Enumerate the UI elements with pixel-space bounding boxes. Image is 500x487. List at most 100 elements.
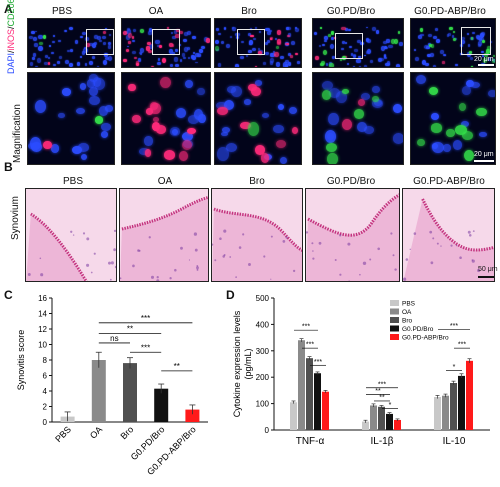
- tissue-nucleus: [413, 232, 417, 235]
- tissue-nucleus: [116, 253, 117, 255]
- tissue-region: [212, 209, 302, 281]
- cell-nucleus: [215, 46, 220, 51]
- cell-nucleus: [172, 51, 175, 55]
- cell-nucleus: [57, 61, 61, 64]
- cell-nucleus: [363, 54, 366, 57]
- cell-nucleus: [342, 88, 349, 94]
- tissue-region: [306, 195, 399, 281]
- cell-nucleus: [420, 33, 424, 37]
- tissue-nucleus: [150, 275, 155, 279]
- cell-nucleus: [254, 26, 258, 30]
- cell-nucleus: [103, 42, 106, 46]
- cell-nucleus: [265, 51, 269, 55]
- cell-nucleus: [100, 123, 112, 132]
- cell-nucleus: [469, 57, 473, 61]
- cell-nucleus: [152, 117, 159, 122]
- cell-nucleus: [459, 102, 467, 111]
- x-tick-label: IL-10: [443, 436, 466, 447]
- cell-nucleus: [32, 52, 37, 57]
- cell-nucleus: [366, 26, 369, 29]
- bar-g0-pd-abp-bro: [466, 360, 473, 430]
- tissue-nucleus: [93, 252, 96, 255]
- cell-nucleus: [221, 131, 229, 137]
- cell-nucleus: [253, 37, 256, 40]
- tissue-nucleus: [270, 278, 272, 280]
- cell-nucleus: [344, 42, 347, 45]
- cell-nucleus: [216, 106, 229, 116]
- tissue-nucleus: [359, 273, 361, 276]
- cell-nucleus: [322, 50, 328, 56]
- tissue-nucleus: [263, 255, 266, 258]
- cell-nucleus: [265, 27, 270, 32]
- cell-nucleus: [173, 30, 178, 35]
- fluo-top-micrograph-1: [121, 18, 211, 68]
- cell-nucleus: [109, 34, 112, 37]
- cell-nucleus: [276, 140, 287, 149]
- cell-nucleus: [341, 56, 346, 60]
- cell-nucleus: [171, 44, 175, 47]
- cell-nucleus: [244, 99, 252, 105]
- cell-nucleus: [386, 39, 390, 43]
- cell-nucleus: [328, 34, 331, 37]
- cell-nucleus: [215, 28, 220, 32]
- he-col-label-oa: OA: [157, 176, 173, 187]
- cell-nucleus: [426, 45, 431, 50]
- legend-label: Bro: [402, 318, 413, 325]
- bar-g0-pd-abp-bro: [394, 419, 401, 430]
- cell-nucleus: [94, 116, 104, 124]
- cell-nucleus: [123, 58, 127, 63]
- cell-nucleus: [448, 32, 451, 36]
- tissue-nucleus: [235, 276, 237, 278]
- cell-nucleus: [325, 143, 338, 153]
- cell-nucleus: [126, 48, 130, 52]
- cell-nucleus: [341, 27, 346, 31]
- cell-nucleus: [269, 53, 273, 57]
- cell-nucleus: [175, 34, 180, 39]
- tissue-nucleus: [471, 259, 474, 261]
- he-col-label-g0pd: G0.PD/Bro: [326, 176, 376, 187]
- tissue-nucleus: [248, 263, 251, 266]
- cell-nucleus: [477, 41, 482, 46]
- cell-nucleus: [286, 42, 289, 45]
- cell-nucleus: [101, 131, 109, 139]
- tissue-nucleus: [86, 237, 90, 241]
- cell-nucleus: [65, 60, 70, 64]
- significance-label: ns: [110, 334, 118, 343]
- magnification-inset-box: [461, 27, 491, 55]
- cell-nucleus: [455, 63, 458, 67]
- cell-nucleus: [144, 149, 152, 157]
- cell-nucleus: [254, 66, 257, 67]
- he-texture: [120, 195, 208, 281]
- cell-nucleus: [395, 63, 401, 67]
- magnification-inset-box: [86, 29, 114, 55]
- cell-nucleus: [235, 63, 239, 67]
- cell-nucleus: [324, 40, 327, 43]
- cell-nucleus: [275, 62, 280, 67]
- tissue-nucleus: [156, 279, 160, 281]
- cell-nucleus: [47, 62, 51, 65]
- cell-nucleus: [139, 48, 144, 53]
- tissue-nucleus: [113, 229, 116, 232]
- cell-nucleus: [108, 45, 112, 50]
- cell-nucleus: [328, 112, 339, 126]
- cell-nucleus: [89, 60, 94, 65]
- cell-nucleus: [329, 88, 341, 98]
- cell-nucleus: [172, 36, 176, 40]
- cell-nucleus: [252, 48, 257, 52]
- cell-nucleus: [89, 73, 99, 82]
- cell-nucleus: [28, 36, 33, 40]
- cell-nucleus: [108, 55, 113, 61]
- cell-nucleus: [461, 37, 465, 41]
- cell-nucleus: [436, 38, 440, 43]
- cell-nucleus: [215, 39, 220, 44]
- cell-nucleus: [354, 108, 365, 119]
- cell-nucleus: [107, 42, 111, 46]
- cell-nucleus: [84, 47, 88, 50]
- cell-nucleus: [66, 49, 71, 53]
- cell-nucleus: [358, 56, 361, 59]
- cell-nucleus: [443, 144, 452, 153]
- tissue-nucleus: [339, 273, 342, 276]
- cell-nucleus: [266, 40, 271, 44]
- synovial-lining: [421, 198, 494, 252]
- cell-nucleus: [372, 85, 380, 94]
